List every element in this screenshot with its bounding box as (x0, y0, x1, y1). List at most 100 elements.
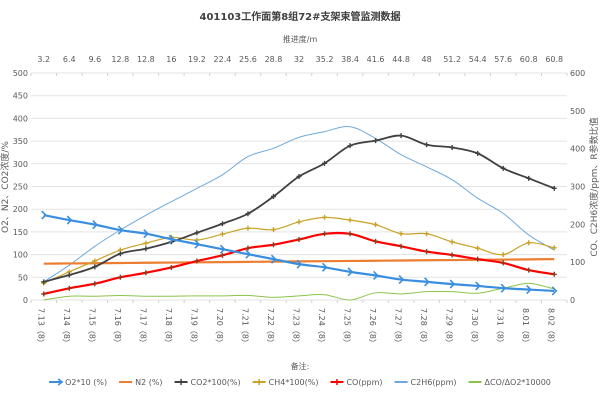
data-point (424, 249, 430, 255)
data-point (41, 291, 47, 297)
data-point (296, 236, 302, 242)
top-tick-label: 16 (166, 55, 176, 64)
right-tick-label: 300 (570, 183, 585, 192)
data-point (219, 221, 225, 227)
data-point (194, 230, 200, 236)
legend-label: CO(ppm) (346, 378, 382, 387)
data-point (449, 279, 456, 289)
top-tick-label: 35.2 (316, 55, 334, 64)
top-tick-label: 3.2 (37, 55, 50, 64)
category-label: 7.22（8） (266, 308, 275, 347)
top-tick-label: 28.8 (265, 55, 283, 64)
data-point (551, 185, 557, 191)
data-point (398, 133, 404, 139)
data-point (296, 174, 302, 180)
category-label: 7.20（8） (215, 308, 224, 347)
top-tick-label: 32 (294, 55, 304, 64)
category-label: 7.28（8） (419, 308, 428, 347)
data-point (92, 281, 98, 287)
data-point (117, 274, 123, 280)
data-point (398, 275, 405, 285)
series-c2h6-ppm- (43, 126, 555, 283)
data-point (347, 231, 353, 237)
data-point (143, 229, 149, 239)
data-point (449, 252, 455, 258)
right-axis-title: CO、C2H6浓度/ppm、R参数比值 (588, 117, 600, 256)
legend-item: CO(ppm) (330, 378, 383, 387)
series--co-o2-10000 (43, 282, 555, 301)
category-label: 7.17（8） (138, 308, 147, 347)
data-point (500, 260, 506, 266)
data-point (526, 284, 532, 295)
legend-item: CH4*100(%) (252, 378, 319, 387)
category-label: 7.21（8） (240, 308, 249, 347)
left-tick-label: 100 (13, 251, 28, 260)
right-tick-label: 400 (570, 145, 585, 154)
left-tick-label: 500 (13, 69, 28, 78)
data-point (551, 245, 557, 251)
left-tick-label: 0 (23, 296, 28, 305)
legend-item: C2H6(ppm) (394, 378, 457, 387)
data-point (398, 243, 404, 249)
top-tick-label: 57.6 (494, 55, 512, 64)
top-tick-label: 44.8 (392, 55, 410, 64)
data-point (551, 271, 557, 277)
data-point (245, 249, 252, 259)
legend-label: C2H6(ppm) (411, 378, 457, 387)
top-tick-label: 60.8 (545, 55, 563, 64)
data-point (270, 193, 276, 199)
category-label: 7.25（8） (343, 308, 352, 347)
data-point (66, 272, 72, 278)
data-point (373, 222, 379, 228)
chart-title: 401103工作面第8组72#支架束管监测数据 (199, 10, 400, 23)
data-point (92, 258, 98, 264)
arrow-icon (57, 378, 64, 386)
data-point (373, 138, 379, 144)
data-point (347, 267, 354, 277)
top-tick-label: 38.4 (341, 55, 359, 64)
series-line (43, 126, 555, 283)
legend-item: CO2*100(%) (174, 378, 241, 387)
data-point (449, 239, 455, 245)
legend-item: O2*10 (%) (49, 378, 107, 387)
legend-item: N2 (%) (119, 378, 163, 387)
data-point (168, 234, 175, 244)
legend-item: ΔCO/ΔO2*10000 (468, 378, 551, 387)
legend-title: 备注: (291, 361, 310, 371)
right-tick-label: 500 (570, 107, 585, 116)
data-point (270, 242, 276, 248)
top-tick-label: 22.4 (214, 55, 232, 64)
data-point (373, 270, 379, 281)
data-point (551, 286, 558, 296)
top-tick-label: 6.4 (63, 55, 76, 64)
data-point (117, 225, 124, 235)
series-co2-100- (41, 133, 557, 285)
data-point (245, 225, 251, 231)
data-point (168, 264, 174, 270)
category-label: 7.23（8） (292, 308, 301, 347)
left-tick-label: 150 (13, 228, 28, 237)
category-label: 8.02（8） (547, 308, 556, 347)
data-point (194, 239, 201, 249)
data-point (296, 259, 303, 269)
left-axis-title: O2、N2、CO2浓度/% (0, 141, 11, 233)
category-label: 7.13（8） (36, 308, 45, 347)
top-tick-label: 60.8 (520, 55, 538, 64)
data-point (398, 231, 404, 237)
data-point (322, 160, 328, 166)
data-point (92, 264, 98, 270)
data-point (475, 150, 481, 156)
legend-label: O2*10 (%) (65, 378, 107, 387)
left-tick-label: 350 (13, 137, 28, 146)
category-label: 7.31（8） (496, 308, 505, 347)
data-point (424, 231, 430, 237)
top-tick-label: 51.2 (443, 55, 461, 64)
legend-label: CH4*100(%) (269, 378, 319, 387)
data-point (219, 244, 226, 254)
data-point (347, 217, 353, 223)
data-point (526, 267, 532, 273)
category-label: 7.19（8） (189, 308, 198, 347)
top-tick-label: 12.8 (111, 55, 129, 64)
legend-label: CO2*100(%) (191, 378, 241, 387)
top-tick-label: 54.4 (469, 55, 487, 64)
